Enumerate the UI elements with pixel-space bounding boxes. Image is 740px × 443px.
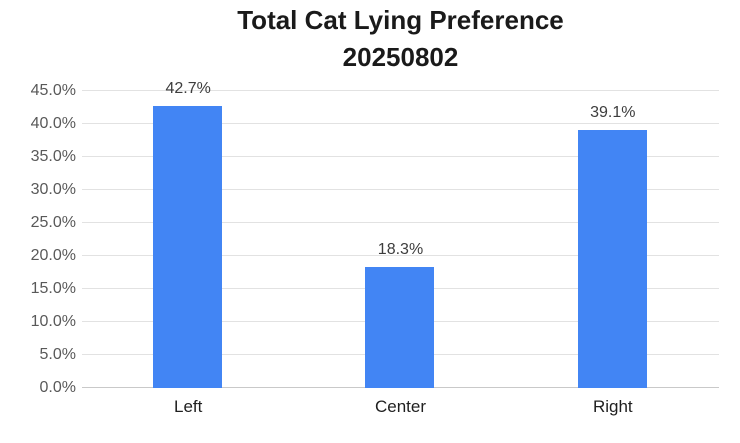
bar-value-label: 42.7% <box>165 80 211 98</box>
y-axis-tick-label: 35.0% <box>30 148 76 165</box>
y-axis-tick-label: 5.0% <box>39 346 76 364</box>
gridline <box>82 189 719 190</box>
chart-title-block: Total Cat Lying Preference 20250802 <box>82 2 719 76</box>
bar-column: 18.3% <box>294 91 506 388</box>
y-axis-tick-label: 45.0% <box>30 82 76 99</box>
y-axis-tick-label: 25.0% <box>30 214 76 231</box>
y-axis-tick-label: 30.0% <box>30 181 76 198</box>
x-axis-category-label: Center <box>374 397 426 416</box>
y-axis-tick-label: 20.0% <box>30 247 76 265</box>
bar <box>153 106 223 388</box>
gridline <box>82 90 719 91</box>
y-axis-tick-label: 40.0% <box>30 115 76 133</box>
gridline <box>82 255 719 257</box>
x-axis-category-label: Left <box>173 397 203 416</box>
gridline <box>82 156 719 157</box>
x-axis-category-label: Right <box>592 397 633 416</box>
gridline <box>82 222 719 223</box>
y-axis-tick-label: 15.0% <box>30 280 76 297</box>
bar-column: 39.1% <box>507 91 719 388</box>
bar-value-label: 39.1% <box>590 103 636 121</box>
bar-column: 42.7% <box>82 80 294 388</box>
plot-area: 42.7% 18.3% 39.1% <box>82 80 719 388</box>
chart-subtitle: 20250802 <box>342 42 459 72</box>
chart-title: Total Cat Lying Preference <box>237 5 564 35</box>
bar-value-label: 18.3% <box>377 241 424 259</box>
gridline <box>82 123 719 125</box>
x-axis: Left Center Right <box>82 397 719 423</box>
y-axis-tick-label: 0.0% <box>39 379 76 396</box>
bar <box>577 129 647 388</box>
y-axis: 0.0% 5.0% 10.0% 15.0% 20.0% 25.0% 30.0% 35.0% 40… <box>0 83 76 396</box>
bar <box>365 267 435 388</box>
y-axis-tick-label: 10.0% <box>30 313 76 331</box>
